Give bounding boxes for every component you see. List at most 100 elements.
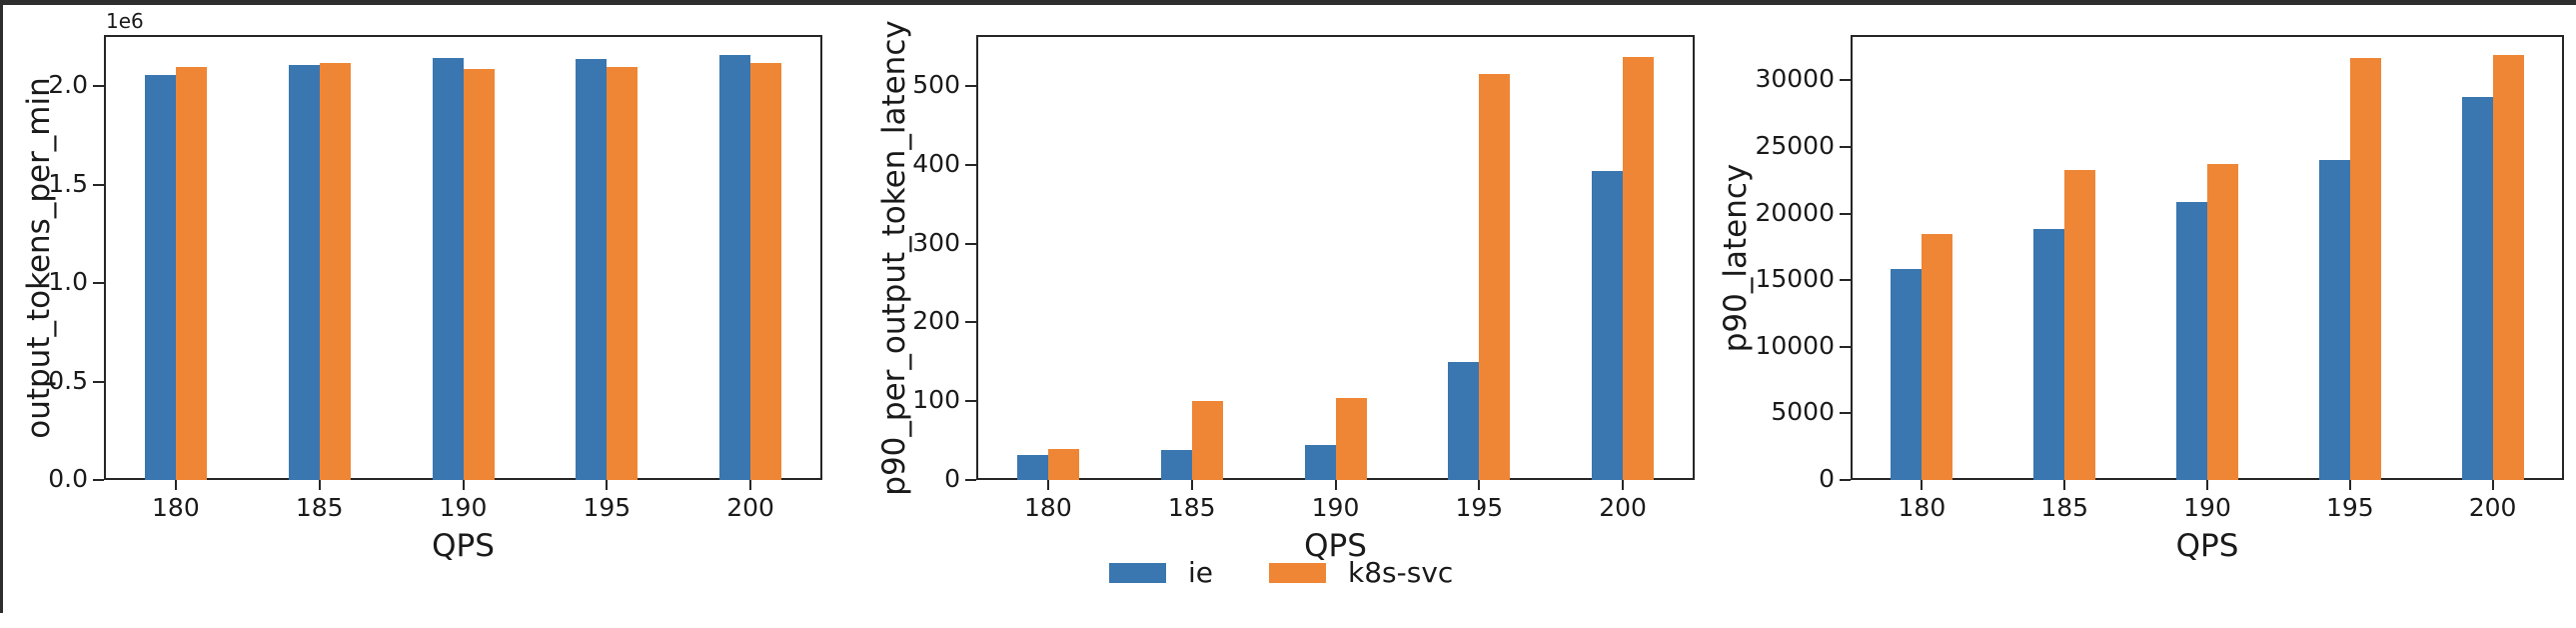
x-tick-mark [2063,480,2066,490]
y-tick-label: 400 [912,148,960,178]
y-tick-mark [93,282,104,285]
y-tick-mark [93,183,104,186]
legend: ie k8s-svc [1109,556,1453,589]
y-axis-label: p90_latency [1718,163,1754,352]
legend-label-ie: ie [1188,556,1214,589]
x-tick-mark [1921,480,1924,490]
bar-ie-190 [2176,202,2207,480]
y-tick-mark [965,163,976,166]
y-tick-mark [965,321,976,324]
x-tick-label: 195 [583,493,632,522]
bar-k8s-svc-180 [1922,234,1952,480]
bar-ie-185 [289,65,320,480]
bar-ie-195 [1448,362,1479,480]
y-tick-label: 0.5 [48,365,88,395]
x-tick-label: 180 [152,493,200,522]
x-tick-label: 190 [439,493,488,522]
x-tick-mark [1334,480,1337,490]
x-tick-mark [749,480,752,490]
y-tick-label: 25000 [1755,130,1835,160]
bar-k8s-svc-185 [320,63,351,480]
x-tick-mark [318,480,321,490]
x-axis-label: QPS [1304,528,1367,564]
bar-k8s-svc-180 [176,67,207,480]
y-tick-mark [1840,79,1851,82]
x-tick-label: 185 [2040,493,2089,522]
bar-ie-200 [719,55,750,480]
y-tick-mark [1840,212,1851,215]
y-tick-mark [1840,479,1851,481]
y-tick-label: 10000 [1755,330,1835,360]
x-tick-mark [2206,480,2208,490]
y-tick-mark [965,85,976,88]
bar-k8s-svc-185 [2064,170,2095,480]
y-tick-label: 5000 [1771,397,1835,427]
y-tick-label: 1.0 [48,267,88,297]
x-axis-label: QPS [2175,528,2239,564]
y-tick-label: 200 [912,306,960,336]
bar-k8s-svc-200 [2493,55,2524,480]
y-tick-label: 0.0 [48,464,88,493]
y-tick-mark [965,400,976,403]
y-tick-label: 0 [1819,464,1835,493]
y-tick-mark [93,85,104,88]
bar-k8s-svc-190 [464,69,495,480]
x-tick-label: 200 [726,493,774,522]
bar-ie-180 [145,75,176,480]
x-tick-label: 195 [1455,493,1504,522]
x-tick-mark [2348,480,2351,490]
y-tick-label: 500 [912,70,960,100]
x-tick-label: 190 [1311,493,1360,522]
x-tick-mark [174,480,177,490]
bar-ie-195 [2319,160,2350,480]
y-tick-mark [93,479,104,481]
y-tick-mark [965,242,976,245]
y-tick-label: 1.5 [48,168,88,198]
y-tick-mark [1840,345,1851,348]
bar-k8s-svc-200 [1623,57,1654,480]
axes-frame-2 [976,35,1695,480]
window-top-edge [0,0,2576,5]
bar-ie-195 [576,59,607,480]
bar-k8s-svc-180 [1048,449,1079,480]
y-axis-offset-text: 1e6 [106,9,144,33]
x-tick-label: 190 [2183,493,2231,522]
bar-k8s-svc-195 [2350,58,2381,480]
y-tick-mark [1840,279,1851,282]
y-tick-label: 15000 [1755,264,1835,294]
x-tick-label: 200 [1599,493,1647,522]
x-tick-mark [2491,480,2494,490]
y-tick-label: 300 [912,227,960,257]
y-tick-label: 2.0 [48,70,88,100]
window-left-edge [0,0,3,613]
x-tick-label: 180 [1898,493,1946,522]
y-tick-label: 30000 [1755,64,1835,94]
x-tick-mark [606,480,609,490]
legend-item-k8s-svc: k8s-svc [1269,556,1453,589]
bar-ie-185 [2033,229,2064,480]
bar-k8s-svc-195 [607,67,638,480]
x-tick-mark [1190,480,1193,490]
x-axis-label: QPS [432,528,495,564]
legend-swatch-k8s-svc [1269,562,1327,583]
y-axis-label: p90_per_output_token_latency [876,19,912,496]
legend-label-k8s-svc: k8s-svc [1348,556,1454,589]
legend-item-ie: ie [1109,556,1213,589]
bar-k8s-svc-200 [750,63,781,480]
y-tick-label: 100 [912,385,960,415]
y-tick-mark [1840,145,1851,148]
x-tick-label: 195 [2325,493,2374,522]
bar-ie-180 [1891,269,1922,480]
bar-k8s-svc-195 [1479,74,1510,480]
y-tick-mark [1840,412,1851,415]
x-tick-mark [1478,480,1481,490]
y-tick-label: 20000 [1755,197,1835,227]
y-tick-mark [93,380,104,383]
bar-ie-200 [1592,171,1623,480]
x-tick-mark [1622,480,1625,490]
bar-k8s-svc-190 [1336,398,1367,480]
bar-ie-200 [2462,97,2493,480]
bar-k8s-svc-190 [2207,164,2238,480]
bar-ie-190 [1305,445,1336,480]
